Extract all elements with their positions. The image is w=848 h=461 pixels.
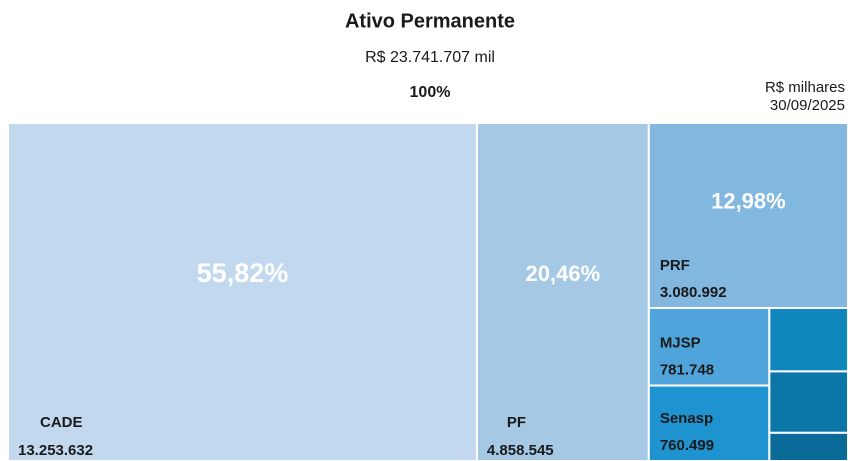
tile-value: 781.748: [660, 362, 714, 379]
treemap-tile: [768, 306, 848, 373]
chart-title: Ativo Permanente: [345, 10, 515, 32]
tile-name: CADE: [40, 414, 83, 431]
share-label: 55,82%: [197, 258, 289, 288]
tile-value: 3.080.992: [660, 284, 727, 301]
treemap-tile: [647, 122, 848, 309]
unit-note: R$ milhares: [765, 79, 845, 96]
date: 30/09/2025: [770, 97, 845, 114]
tile-name: PRF: [660, 257, 690, 274]
treemap-tile: [7, 122, 478, 461]
tile-name: Senasp: [660, 410, 713, 427]
treemap-tile: [768, 370, 848, 434]
treemap-tile: [647, 306, 771, 387]
share-label: 20,46%: [526, 261, 601, 286]
total-share: 100%: [410, 84, 451, 101]
treemap-tile: [647, 384, 771, 461]
treemap-tile: [768, 431, 848, 461]
tile-name: MJSP: [660, 335, 701, 352]
tile-value: 4.858.545: [487, 442, 554, 459]
tile-name: PF: [507, 414, 526, 431]
chart-subtitle: R$ 23.741.707 mil: [365, 49, 495, 66]
treemap-tile: [475, 122, 650, 461]
tile-value: 760.499: [660, 437, 714, 454]
tile-value: 13.253.632: [18, 442, 93, 459]
share-label: 12,98%: [711, 188, 786, 213]
